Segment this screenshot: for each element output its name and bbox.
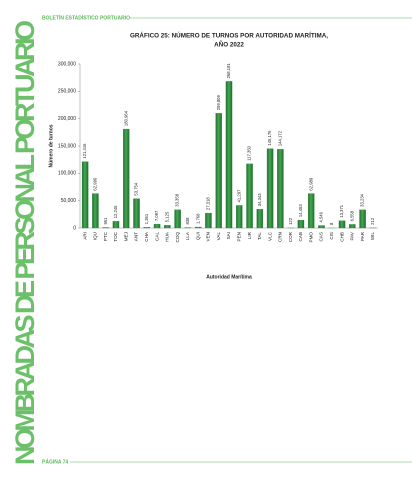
value-label: 62,990 <box>93 177 98 190</box>
x-tick-label: PAV <box>350 231 355 240</box>
y-tick-label: 0 <box>73 225 76 231</box>
x-tick-label: LIR <box>247 231 252 239</box>
bar <box>246 163 253 229</box>
x-tick-label: CIS <box>329 232 334 240</box>
x-tick-label: ARI <box>82 232 87 240</box>
x-tick-label: PEN <box>236 232 241 241</box>
bar <box>256 209 264 229</box>
value-label: 62,989 <box>308 177 313 190</box>
bar <box>153 223 161 229</box>
bar <box>164 225 171 229</box>
y-tick-label: 150,000 <box>58 143 76 149</box>
value-label: 961 <box>103 217 108 225</box>
bar <box>297 219 305 229</box>
value-label: 117,350 <box>247 145 252 160</box>
value-label: 12,245 <box>113 205 118 218</box>
y-tick-label: 100,000 <box>58 171 76 177</box>
x-tick-label: COQ <box>175 232 180 243</box>
footer-page: PÁGINA 74 <box>42 458 68 465</box>
x-tick-label: TOC <box>113 231 118 241</box>
value-label: 144,172 <box>277 130 282 146</box>
x-tick-label: CHA <box>144 231 149 242</box>
bar <box>349 224 356 229</box>
value-label: 7,097 <box>154 210 159 221</box>
x-tick-label: IQU <box>93 232 98 240</box>
value-label: 1,351 <box>144 213 149 224</box>
value-label: 41,297 <box>236 189 241 202</box>
x-tick-label: VEN <box>206 232 211 241</box>
bar <box>359 209 366 229</box>
value-label: 33,358 <box>175 193 180 206</box>
bar <box>225 81 233 229</box>
value-label: 4,546 <box>319 211 324 222</box>
chart-subtitle: AÑO 2022 <box>214 40 244 49</box>
x-tick-label: CRN <box>278 232 283 242</box>
value-label: 838 <box>185 217 190 225</box>
bar <box>215 113 222 229</box>
y-tick-label: 50,000 <box>61 198 77 204</box>
value-label: 180,964 <box>123 110 128 126</box>
x-tick-label: VAL <box>216 232 221 241</box>
value-label: 212 <box>370 217 375 225</box>
bar <box>123 128 130 229</box>
value-label: 6,558 <box>349 210 354 221</box>
value-label: 122 <box>288 217 293 225</box>
x-tick-label: MEJ <box>123 232 128 241</box>
value-label: 53,754 <box>134 182 139 195</box>
x-tick-label: SAI <box>226 232 231 239</box>
bar <box>81 161 89 229</box>
x-tick-label: PTC <box>103 231 108 241</box>
value-label: 34,343 <box>257 193 262 206</box>
bar <box>277 149 284 229</box>
y-axis-label: Número de turnos <box>48 124 54 167</box>
x-tick-label: WIL <box>370 232 375 241</box>
value-label: 121,416 <box>82 143 87 159</box>
x-tick-label: TAL <box>257 232 262 241</box>
bar <box>92 193 99 229</box>
bar <box>236 205 243 229</box>
bar <box>194 226 202 229</box>
x-tick-label: QUI <box>195 232 200 240</box>
y-tick-label: 300,000 <box>58 61 76 67</box>
x-tick-label: HUA <box>165 231 170 242</box>
x-axis-label: Autoridad Marítima <box>206 274 252 280</box>
x-tick-label: VLC <box>267 231 272 241</box>
x-tick-label: COR <box>288 231 293 242</box>
bar <box>143 227 151 229</box>
x-tick-label: CHB <box>339 232 344 242</box>
x-tick-label: CAS <box>319 232 324 241</box>
value-label: 13,371 <box>339 204 344 217</box>
x-tick-label: CAB <box>298 232 303 241</box>
bar <box>205 212 212 229</box>
bar <box>318 225 325 229</box>
value-label: 27,318 <box>206 197 211 210</box>
value-label: 14,453 <box>298 204 303 217</box>
value-label: 268,181 <box>226 63 231 79</box>
y-tick-label: 250,000 <box>58 89 76 95</box>
value-label: 33,234 <box>360 193 365 206</box>
bar <box>102 227 109 229</box>
x-tick-label: PAR <box>360 231 365 241</box>
value-label: 5,125 <box>164 211 169 222</box>
bar <box>338 220 346 229</box>
value-label: 8 <box>329 222 334 225</box>
bar <box>112 221 120 229</box>
sidebar-title: NOMBRADAS DE PERSONAL PORTUARIO <box>10 20 40 465</box>
x-tick-label: CAL <box>154 232 159 241</box>
x-tick-label: ANT <box>134 232 139 241</box>
bar <box>174 209 181 229</box>
x-tick-label: PMO <box>308 232 313 243</box>
bar <box>266 148 274 229</box>
bar <box>307 193 315 229</box>
chart-title: GRÁFICO 25: NÚMERO DE TURNOS POR AUTORID… <box>130 31 328 40</box>
y-tick-label: 200,000 <box>58 116 76 122</box>
bar <box>133 198 140 229</box>
value-label: 209,809 <box>216 94 221 110</box>
x-tick-label: LLA <box>185 231 190 240</box>
value-label: 1,768 <box>195 213 200 224</box>
header-title: BOLETÍN ESTADÍSTICO PORTUARIO <box>42 13 130 21</box>
value-label: 145,176 <box>267 130 272 146</box>
